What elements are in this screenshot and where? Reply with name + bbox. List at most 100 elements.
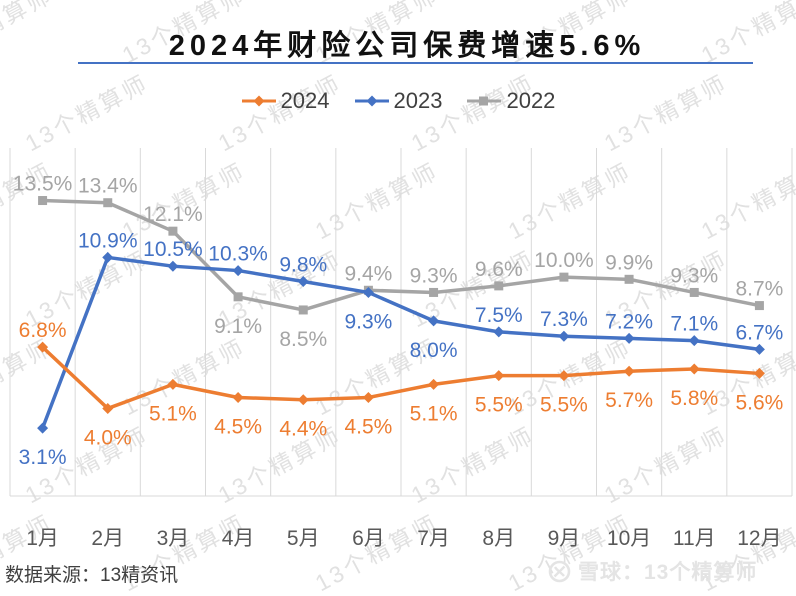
data-point-2024-7月 bbox=[428, 378, 440, 390]
chart-title: 2024年财险公司保费增速5.6% bbox=[168, 30, 646, 62]
data-label-2024-5月: 4.4% bbox=[279, 418, 327, 441]
legend-marker-2023-icon bbox=[354, 95, 389, 107]
data-label-2024-9月: 5.5% bbox=[540, 394, 588, 417]
data-point-2023-6月 bbox=[362, 286, 374, 298]
data-point-2024-6月 bbox=[362, 392, 374, 404]
data-label-2023-5月: 9.8% bbox=[279, 254, 327, 277]
data-label-2024-7月: 5.1% bbox=[410, 402, 458, 425]
data-label-2024-10月: 5.7% bbox=[605, 389, 653, 412]
data-point-2024-2月 bbox=[102, 402, 114, 414]
x-axis-label-5月: 5月 bbox=[287, 527, 320, 550]
legend-marker bbox=[479, 96, 489, 106]
data-label-2024-2月: 4.0% bbox=[84, 426, 132, 449]
data-point-2023-4月 bbox=[232, 265, 244, 277]
data-label-2023-12月: 6.7% bbox=[735, 321, 783, 344]
data-point-2024-3月 bbox=[167, 378, 179, 390]
x-axis-label-10月: 10月 bbox=[607, 527, 651, 550]
data-label-2023-6月: 9.3% bbox=[344, 310, 392, 333]
series-line-2023 bbox=[40, 255, 762, 430]
data-label-2022-2月: 13.4% bbox=[78, 175, 138, 198]
data-point-2022-12月 bbox=[754, 301, 764, 311]
x-axis-label-1月: 1月 bbox=[26, 527, 59, 550]
x-axis-label-11月: 11月 bbox=[673, 527, 716, 550]
legend-marker bbox=[366, 95, 378, 107]
x-axis-label-2月: 2月 bbox=[91, 527, 124, 550]
data-label-2022-1月: 13.5% bbox=[13, 173, 73, 196]
data-point-2022-10月 bbox=[624, 274, 634, 284]
data-point-2022-3月 bbox=[168, 226, 178, 236]
data-label-2023-10月: 7.2% bbox=[605, 310, 653, 333]
data-label-2023-1月: 3.1% bbox=[19, 446, 67, 469]
x-axis-label-9月: 9月 bbox=[548, 527, 581, 550]
data-point-2023-10月 bbox=[623, 332, 635, 344]
data-point-2022-1月 bbox=[38, 196, 48, 206]
data-label-2022-9月: 10.0% bbox=[534, 249, 594, 272]
data-point-2024-10月 bbox=[623, 365, 635, 377]
legend-label-2022: 2022 bbox=[506, 88, 556, 113]
data-point-2022-9月 bbox=[559, 272, 569, 282]
data-point-2022-5月 bbox=[298, 305, 308, 315]
data-label-2022-6月: 9.4% bbox=[344, 262, 392, 285]
data-label-2023-9月: 7.3% bbox=[540, 308, 588, 331]
series-line-2022 bbox=[40, 198, 762, 312]
data-point-2023-7月 bbox=[428, 315, 440, 327]
legend-marker-2024-icon bbox=[241, 95, 276, 107]
data-point-2023-1月 bbox=[37, 422, 49, 434]
footer-logo-caption: 雪球：13个精算师 bbox=[578, 561, 758, 584]
data-label-2024-3月: 5.1% bbox=[149, 402, 197, 425]
data-point-2023-11月 bbox=[688, 335, 700, 347]
data-label-2023-3月: 10.5% bbox=[143, 238, 203, 261]
x-axis-label-8月: 8月 bbox=[482, 527, 515, 550]
data-point-2023-9月 bbox=[558, 330, 570, 342]
x-axis-label-7月: 7月 bbox=[417, 527, 450, 550]
data-point-2024-1月 bbox=[37, 341, 49, 353]
data-point-2024-9月 bbox=[558, 370, 570, 382]
data-point-2022-4月 bbox=[233, 292, 243, 302]
data-label-2022-11月: 9.3% bbox=[670, 264, 718, 287]
legend-item-2024: 2024 bbox=[241, 88, 330, 114]
data-point-2022-11月 bbox=[689, 287, 699, 297]
data-point-2022-2月 bbox=[103, 198, 113, 208]
data-label-2024-4月: 4.5% bbox=[214, 416, 262, 439]
data-label-2022-10月: 9.9% bbox=[605, 251, 653, 274]
data-label-2024-8月: 5.5% bbox=[475, 394, 523, 417]
x-axis-label-12月: 12月 bbox=[737, 527, 781, 550]
xueqiu-logo-icon bbox=[548, 560, 571, 582]
chart-legend: 2024 2023 2022 bbox=[0, 88, 796, 114]
data-point-2023-12月 bbox=[753, 343, 765, 355]
legend-item-2023: 2023 bbox=[354, 88, 442, 114]
data-label-2022-5月: 8.5% bbox=[279, 328, 327, 351]
data-point-2023-2月 bbox=[102, 251, 114, 263]
data-label-2022-12月: 8.7% bbox=[735, 278, 783, 301]
data-point-2023-5月 bbox=[297, 276, 309, 288]
x-axis-label-3月: 3月 bbox=[157, 527, 190, 550]
data-label-2024-6月: 4.5% bbox=[344, 416, 392, 439]
series-line-2024 bbox=[40, 345, 762, 411]
legend-item-2022: 2022 bbox=[466, 88, 555, 114]
data-point-2024-5月 bbox=[297, 394, 309, 406]
title-underline bbox=[78, 62, 753, 64]
x-axis-label-6月: 6月 bbox=[352, 527, 385, 550]
legend-marker-2022-icon bbox=[467, 96, 502, 106]
data-source-caption: 数据来源：13精资讯 bbox=[5, 565, 179, 586]
data-label-2023-4月: 10.3% bbox=[208, 243, 268, 266]
footer-logo: 雪球：13个精算师 bbox=[548, 556, 757, 586]
data-label-2023-11月: 7.1% bbox=[670, 313, 718, 336]
legend-label-2024: 2024 bbox=[280, 88, 330, 113]
data-label-2023-8月: 7.5% bbox=[475, 304, 523, 327]
data-point-2023-8月 bbox=[493, 326, 505, 338]
data-point-2024-12月 bbox=[753, 367, 765, 379]
data-point-2023-3月 bbox=[167, 260, 179, 272]
data-label-2022-7月: 9.3% bbox=[410, 264, 458, 287]
data-label-2024-11月: 5.8% bbox=[670, 387, 718, 410]
x-axis-label-4月: 4月 bbox=[222, 527, 255, 550]
data-label-2023-7月: 8.0% bbox=[410, 339, 458, 362]
data-label-2024-1月: 6.8% bbox=[19, 319, 67, 342]
data-label-2022-8月: 9.6% bbox=[475, 258, 523, 281]
data-label-2022-4月: 9.1% bbox=[214, 315, 262, 338]
data-point-2022-8月 bbox=[494, 281, 504, 291]
data-point-2024-4月 bbox=[232, 392, 244, 404]
data-label-2024-12月: 5.6% bbox=[735, 391, 783, 414]
